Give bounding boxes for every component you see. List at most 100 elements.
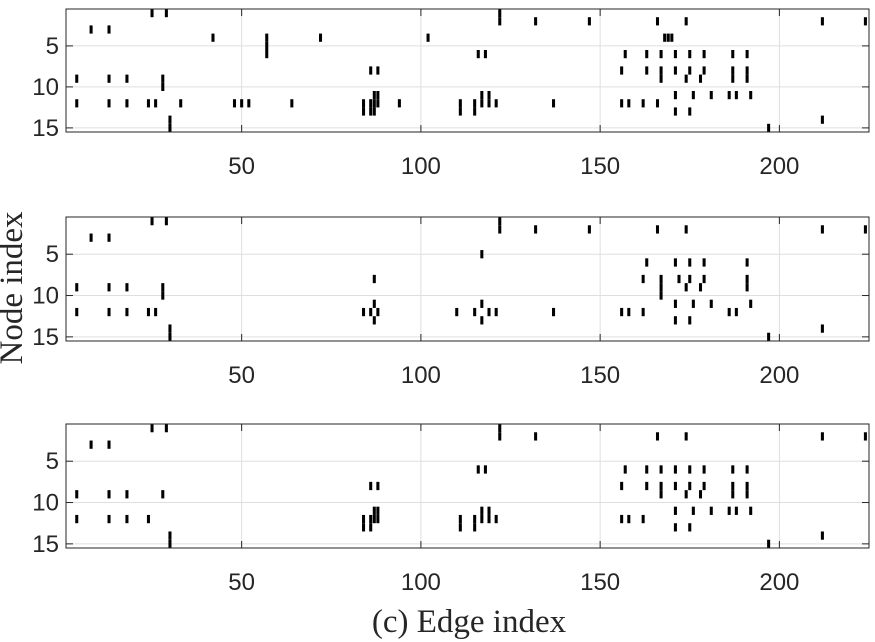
data-mark (362, 99, 366, 108)
data-mark (265, 50, 269, 59)
data-mark (318, 33, 323, 42)
data-mark (473, 99, 477, 108)
axes-box (65, 423, 870, 549)
data-mark (125, 307, 129, 317)
data-mark (731, 50, 735, 59)
data-mark (168, 539, 172, 548)
data-mark (659, 490, 663, 499)
data-mark (659, 283, 663, 292)
data-mark (552, 99, 556, 108)
data-mark (620, 99, 624, 108)
data-mark (161, 291, 165, 300)
data-mark (745, 274, 749, 284)
data-mark (125, 283, 129, 292)
data-mark (620, 481, 624, 491)
data-mark (458, 523, 462, 532)
data-mark (369, 99, 373, 108)
data-mark (75, 307, 79, 317)
x-tick-label: 100 (401, 153, 441, 180)
data-mark (125, 99, 129, 108)
data-mark (487, 307, 491, 317)
data-mark (684, 490, 688, 499)
data-mark (734, 506, 738, 515)
data-mark (645, 481, 649, 491)
data-mark (659, 274, 663, 284)
data-mark (89, 440, 93, 449)
data-mark (494, 307, 498, 317)
data-mark (369, 514, 373, 524)
data-mark (473, 523, 477, 532)
data-mark (698, 283, 703, 292)
data-mark (745, 490, 749, 499)
data-mark (587, 17, 591, 26)
data-mark (684, 432, 688, 441)
data-mark (376, 99, 380, 108)
data-mark (627, 307, 631, 317)
data-mark (161, 283, 165, 292)
data-mark (745, 258, 749, 267)
data-mark (727, 307, 731, 317)
data-mark (75, 74, 79, 83)
data-mark (369, 481, 373, 491)
data-mark (161, 82, 165, 91)
data-mark (161, 490, 165, 499)
data-mark (369, 523, 373, 532)
data-mark (376, 481, 380, 491)
data-mark (75, 490, 79, 499)
data-mark (641, 99, 645, 108)
data-mark (107, 307, 111, 317)
data-mark (480, 506, 484, 515)
data-mark (534, 432, 538, 441)
x-tick-label: 200 (759, 153, 799, 180)
data-mark (659, 74, 663, 83)
data-mark (150, 9, 154, 18)
plot-area (66, 424, 869, 548)
data-mark (691, 299, 695, 308)
x-axis-label: (c) Edge index (372, 604, 567, 640)
data-mark (673, 107, 677, 116)
data-mark (688, 481, 692, 491)
data-mark (125, 490, 129, 499)
y-tick-label: 10 (32, 490, 59, 517)
data-mark (426, 33, 430, 42)
data-mark (487, 99, 491, 108)
data-mark (673, 481, 677, 491)
data-mark (655, 432, 660, 441)
data-mark (623, 50, 627, 59)
data-mark (240, 99, 244, 108)
data-mark (627, 514, 631, 524)
data-mark (727, 91, 731, 100)
y-tick-label: 5 (46, 241, 59, 268)
y-tick-label: 5 (46, 33, 59, 60)
data-mark (688, 523, 692, 532)
data-mark (702, 274, 706, 284)
data-mark (211, 33, 215, 42)
data-mark (745, 283, 749, 292)
data-mark (473, 514, 477, 524)
data-mark (745, 465, 749, 474)
data-mark (265, 41, 269, 50)
data-mark (372, 316, 376, 325)
data-mark (168, 123, 172, 132)
data-mark (645, 66, 649, 75)
data-mark (620, 307, 624, 317)
x-tick-label: 200 (759, 569, 799, 596)
x-tick-label: 50 (228, 362, 255, 389)
data-mark (688, 107, 692, 116)
data-mark (107, 74, 111, 83)
data-mark (673, 91, 677, 100)
y-tick-label: 5 (46, 448, 59, 475)
panel-3: 50 100 150 200 5 10 15 (32, 423, 870, 596)
data-mark (731, 490, 735, 499)
data-mark (731, 66, 735, 75)
data-mark (107, 99, 111, 108)
data-mark (659, 465, 663, 474)
data-mark (820, 225, 824, 234)
data-mark (125, 514, 129, 524)
data-mark (476, 50, 480, 59)
plot-area (66, 217, 869, 341)
data-mark (820, 324, 824, 333)
data-mark (745, 74, 749, 83)
data-mark (362, 107, 366, 116)
